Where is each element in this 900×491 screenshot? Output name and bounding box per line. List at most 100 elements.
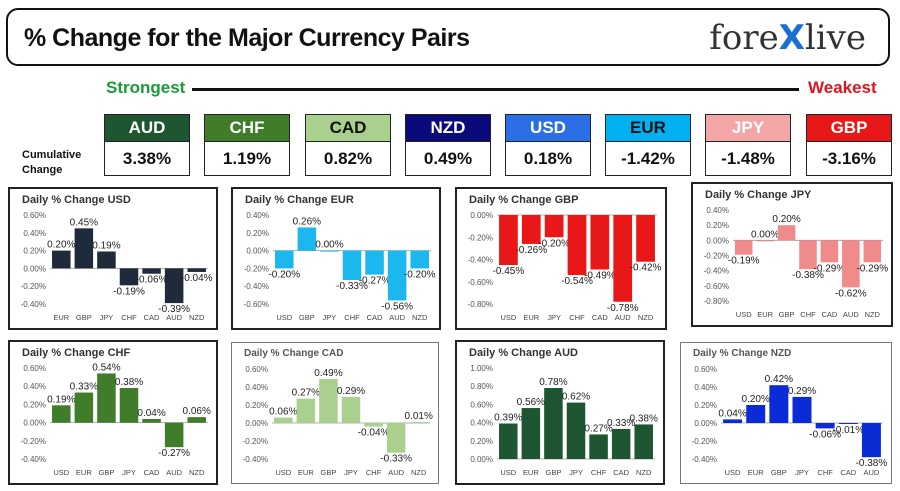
data-label: -0.04% [358, 428, 390, 439]
currency-name: JPY [705, 114, 791, 142]
bar-nzd [187, 417, 206, 423]
category-label: EUR [523, 313, 539, 322]
data-label: -0.38% [792, 270, 824, 281]
data-label: -0.20% [268, 269, 300, 280]
y-tick-label: -0.40% [21, 300, 46, 309]
category-label: GBP [321, 468, 337, 477]
category-label: EUR [76, 468, 92, 477]
chart-panel-gbp: Daily % Change GBP -0.80% -0.60% -0.40% -0.2… [455, 187, 667, 330]
data-label: -0.27% [359, 276, 391, 287]
data-label: -0.39% [158, 304, 190, 315]
chart-panel-usd: Daily % Change USD -0.40% -0.20% 0.00% 0.20%… [8, 187, 218, 330]
bar-jpy [792, 396, 812, 423]
category-label: CHF [817, 468, 833, 477]
bar-usd [274, 417, 293, 423]
y-tick-label: 0.40% [23, 229, 46, 238]
y-tick-label: -0.40% [704, 267, 729, 276]
bar-chf [589, 434, 608, 459]
category-label: GBP [771, 468, 787, 477]
logo-text-left: fore [709, 18, 779, 58]
data-label: 0.19% [47, 394, 75, 405]
category-label: AUD [166, 468, 182, 477]
chart-panel-jpy: Daily % Change JPY -0.80% -0.60% -0.40% -0.2… [691, 182, 893, 327]
currency-name: EUR [605, 114, 691, 142]
category-label: GBP [299, 313, 315, 322]
category-label: CHF [591, 468, 607, 477]
data-label: 0.00% [751, 229, 779, 240]
y-tick-label: -0.80% [468, 300, 493, 309]
bar-nzd [863, 240, 882, 263]
category-label: JPY [100, 313, 114, 322]
bar-eur [52, 250, 71, 269]
bar-cad [365, 250, 384, 275]
data-label: -0.19% [113, 286, 145, 297]
header-banner: % Change for the Major Currency Pairs fo… [6, 8, 890, 66]
bar-aud [842, 240, 860, 288]
chart-title: Daily % Change CAD [244, 348, 344, 359]
y-tick-label: 0.60% [694, 365, 717, 374]
chart-title: Daily % Change JPY [705, 189, 812, 201]
data-label: 0.45% [70, 217, 98, 228]
bar-eur [521, 215, 541, 244]
chart-panel-cad: Daily % Change CAD -0.40% -0.20% 0.00% 0.20%… [231, 342, 439, 484]
currency-chf: CHF 1.19% [204, 114, 290, 176]
category-label: AUD [843, 310, 859, 319]
y-tick-label: 0.20% [470, 437, 493, 446]
category-label: GBP [99, 468, 115, 477]
bar-cad [142, 418, 161, 423]
bar-chf [364, 423, 383, 427]
category-label: CHF [569, 313, 585, 322]
currency-name: AUD [104, 114, 190, 142]
y-tick-label: 0.00% [706, 236, 729, 245]
category-label: USD [500, 468, 516, 477]
logo-x: X [778, 18, 805, 58]
category-label: GBP [779, 310, 795, 319]
forexlive-logo: foreXlive [709, 18, 866, 58]
y-tick-label: 0.00% [23, 264, 46, 273]
data-label: 0.49% [314, 368, 342, 379]
data-label: -0.26% [515, 245, 547, 256]
bar-gbp [319, 378, 338, 423]
currency-value: -1.48% [705, 142, 791, 176]
bar-chf [119, 268, 139, 286]
y-tick-label: -0.60% [244, 300, 269, 309]
bar-jpy [119, 388, 139, 423]
category-label: CAD [840, 468, 856, 477]
category-label: CAD [613, 468, 629, 477]
bar-nzd [636, 215, 655, 262]
data-label: -0.62% [835, 288, 867, 299]
category-label: USD [276, 313, 292, 322]
data-label: -0.06% [809, 429, 841, 440]
data-label: -0.42% [630, 263, 662, 274]
y-tick-label: -0.60% [468, 278, 493, 287]
data-label: 0.39% [494, 413, 522, 424]
category-label: JPY [795, 468, 809, 477]
category-label: GBP [546, 468, 562, 477]
category-label: NZD [412, 313, 428, 322]
bar-nzd [409, 422, 428, 424]
y-tick-label: -0.40% [468, 256, 493, 265]
data-label: -0.19% [728, 256, 760, 267]
category-label: EUR [748, 468, 764, 477]
y-tick-label: 0.60% [23, 211, 46, 220]
data-label: 0.38% [630, 413, 658, 424]
currency-cad: CAD 0.82% [305, 114, 391, 176]
bar-usd [52, 405, 71, 423]
category-label: CHF [344, 313, 360, 322]
category-label: JPY [569, 468, 583, 477]
data-label: 0.33% [607, 418, 635, 429]
y-tick-label: 0.20% [706, 221, 729, 230]
category-label: NZD [636, 468, 652, 477]
data-label: 0.01% [405, 411, 433, 422]
y-tick-label: 0.00% [246, 247, 269, 256]
category-label: NZD [411, 468, 427, 477]
bar-chf [815, 423, 835, 429]
currency-gbp: GBP -3.16% [806, 114, 892, 176]
cumulative-change-label: Cumulative Change [22, 149, 82, 176]
data-label: -0.78% [607, 303, 639, 314]
category-label: NZD [189, 468, 205, 477]
data-label: 0.38% [115, 377, 143, 388]
category-label: JPY [547, 313, 561, 322]
data-label: -0.04% [181, 273, 213, 284]
data-label: 0.27% [584, 423, 612, 434]
